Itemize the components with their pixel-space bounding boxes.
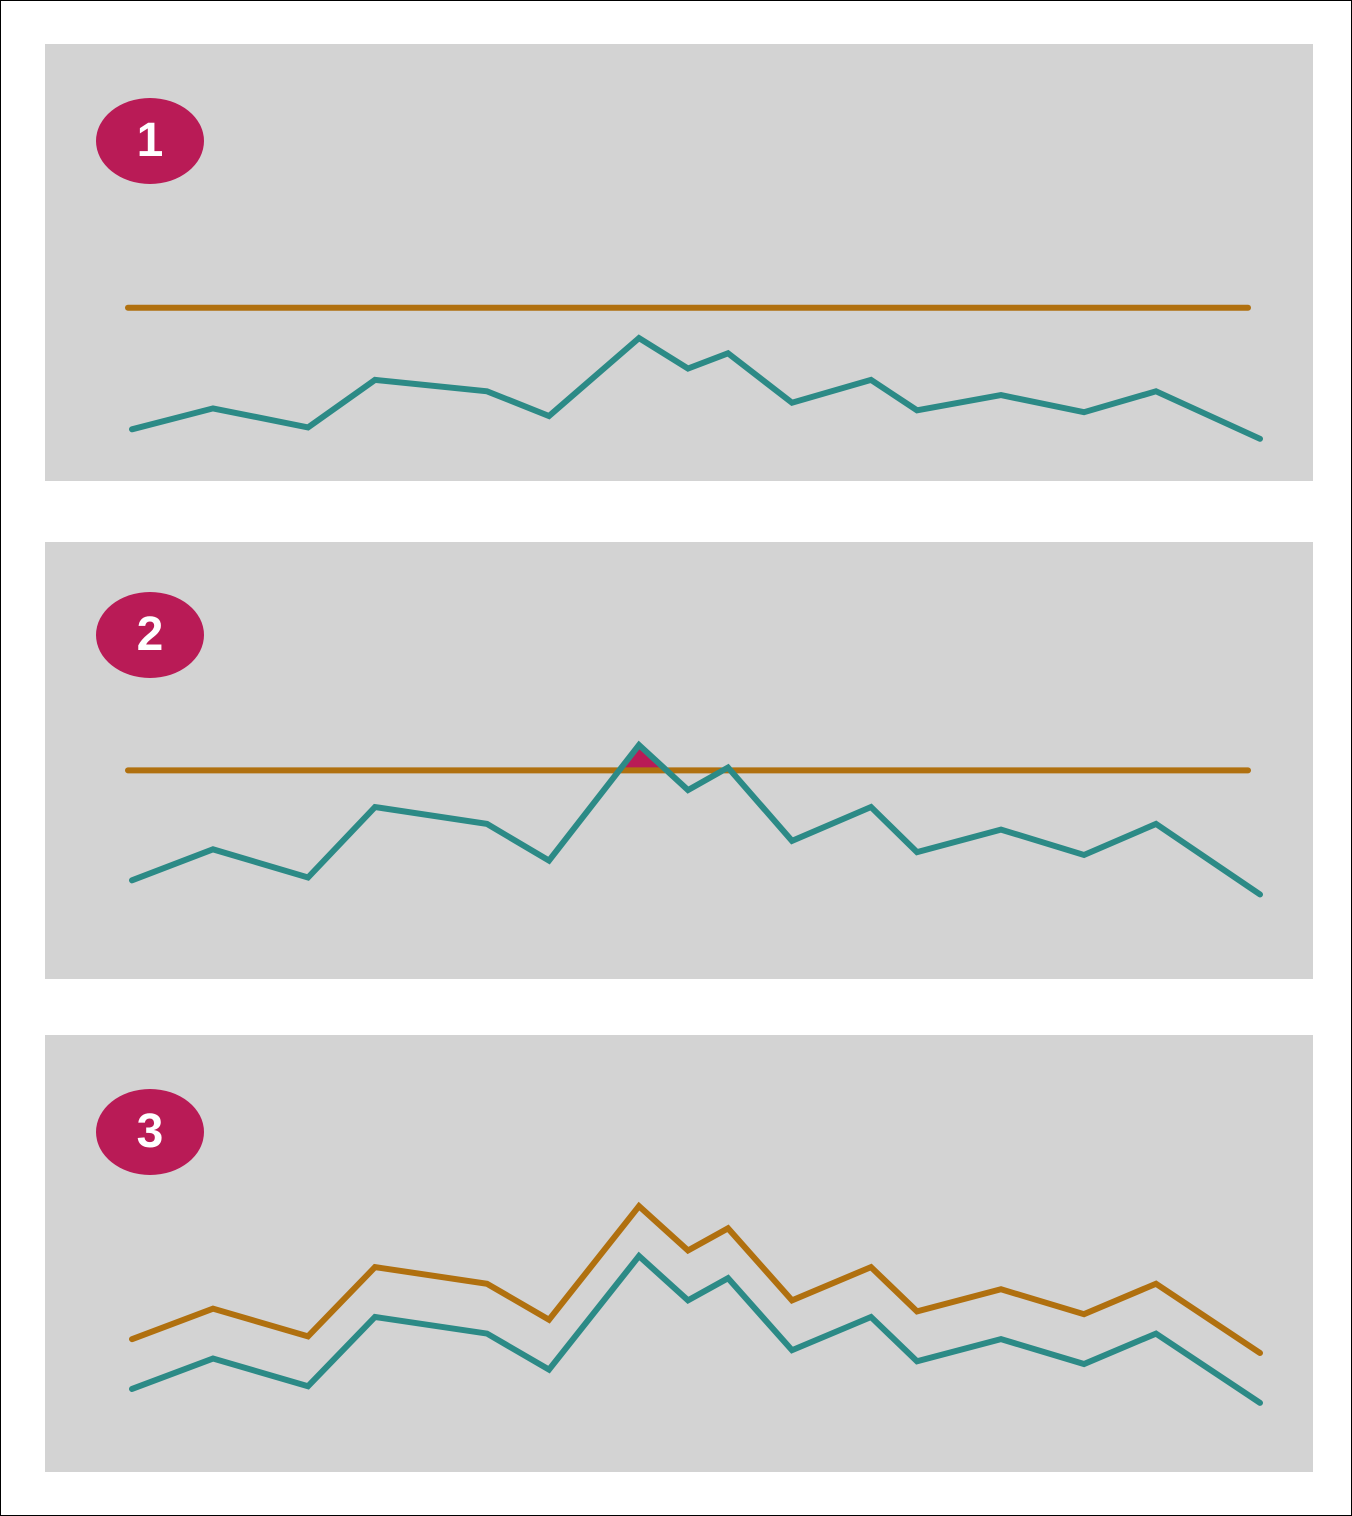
- step-badge-2: 2: [96, 592, 204, 678]
- dynamic-threshold-line: [129, 1201, 1263, 1356]
- panel-1: 1: [45, 44, 1313, 481]
- step-badge-3: 3: [96, 1089, 204, 1175]
- panel-2: 2: [45, 542, 1313, 979]
- series-line: [129, 1251, 1263, 1406]
- panel-3-plot: [129, 1201, 1263, 1406]
- step-badge-1: 1: [96, 98, 204, 184]
- exceedance-area: [619, 744, 667, 771]
- panel-2-plot: [125, 740, 1263, 898]
- series-line: [129, 334, 1263, 442]
- series-line: [129, 740, 1263, 898]
- panel-3: 3: [45, 1035, 1313, 1472]
- panel-1-plot: [125, 304, 1263, 442]
